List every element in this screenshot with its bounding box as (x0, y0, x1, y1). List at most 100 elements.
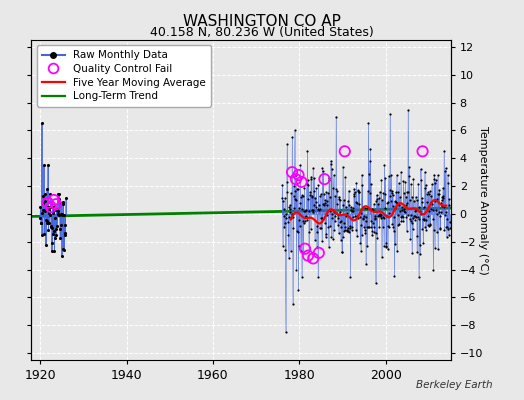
Point (377, 176, 386, 183)
Point (287, 215, 296, 222)
Point (385, 224, 394, 230)
Point (446, 224, 454, 231)
Point (427, 193, 435, 200)
Point (379, 215, 388, 221)
Point (445, 218, 454, 225)
Point (407, 181, 415, 188)
Point (374, 213, 383, 219)
Point (359, 215, 367, 221)
Point (403, 189, 411, 195)
Point (60, 221, 69, 228)
Point (307, 174, 315, 180)
Point (313, 229, 322, 236)
Point (332, 186, 341, 193)
Point (54, 210, 62, 217)
Point (406, 236, 414, 242)
Point (323, 202, 331, 208)
Point (373, 192, 381, 198)
Point (282, 215, 290, 221)
Point (362, 213, 370, 220)
Point (283, 141, 291, 148)
Point (320, 202, 329, 208)
Point (297, 206, 305, 213)
Point (287, 190, 296, 196)
Point (393, 200, 401, 206)
Point (424, 189, 432, 195)
Point (280, 224, 288, 230)
Point (403, 200, 411, 206)
Point (416, 251, 424, 258)
Point (341, 148, 349, 154)
Point (445, 196, 454, 202)
Point (338, 249, 346, 256)
Point (56, 191, 64, 198)
Point (343, 224, 352, 231)
Point (61, 232, 69, 238)
Point (61, 195, 70, 201)
Point (351, 189, 359, 196)
Point (342, 203, 351, 210)
Point (59, 246, 68, 252)
Text: Berkeley Earth: Berkeley Earth (416, 380, 493, 390)
Point (369, 207, 377, 214)
Point (283, 219, 292, 226)
Point (388, 221, 397, 227)
Point (306, 189, 314, 196)
Point (341, 227, 349, 234)
Point (440, 227, 449, 234)
Y-axis label: Temperature Anomaly (°C): Temperature Anomaly (°C) (478, 126, 488, 274)
Point (418, 148, 427, 154)
Point (352, 227, 360, 233)
Point (347, 204, 355, 210)
Point (441, 165, 450, 171)
Point (38, 207, 47, 214)
Point (364, 224, 373, 230)
Point (367, 224, 376, 230)
Point (297, 194, 305, 200)
Point (281, 247, 290, 253)
Point (401, 194, 410, 201)
Point (50, 248, 59, 254)
Point (39, 200, 47, 206)
Point (37, 220, 46, 226)
Point (373, 196, 381, 202)
Point (394, 222, 402, 228)
Point (416, 242, 424, 248)
Point (392, 199, 400, 206)
Point (432, 206, 440, 213)
Point (423, 191, 431, 198)
Point (432, 229, 441, 236)
Point (365, 224, 374, 230)
Point (351, 212, 359, 219)
Point (302, 207, 310, 213)
Point (60, 247, 68, 253)
Point (61, 230, 69, 236)
Point (412, 233, 421, 239)
Point (304, 182, 312, 188)
Point (434, 191, 443, 198)
Point (45, 210, 53, 216)
Point (286, 209, 294, 216)
Point (405, 163, 413, 170)
Point (301, 213, 309, 220)
Point (39, 192, 48, 199)
Point (353, 200, 362, 206)
Point (408, 194, 417, 200)
Point (52, 201, 60, 207)
Point (398, 214, 407, 221)
Point (354, 187, 363, 193)
Point (385, 210, 393, 216)
Point (365, 171, 373, 177)
Point (435, 187, 444, 194)
Point (58, 211, 67, 217)
Point (315, 207, 323, 213)
Point (429, 266, 438, 273)
Point (315, 193, 324, 199)
Point (372, 197, 380, 204)
Point (342, 210, 351, 216)
Point (43, 200, 52, 206)
Point (324, 190, 332, 197)
Point (49, 231, 57, 237)
Point (362, 261, 370, 268)
Point (401, 209, 409, 216)
